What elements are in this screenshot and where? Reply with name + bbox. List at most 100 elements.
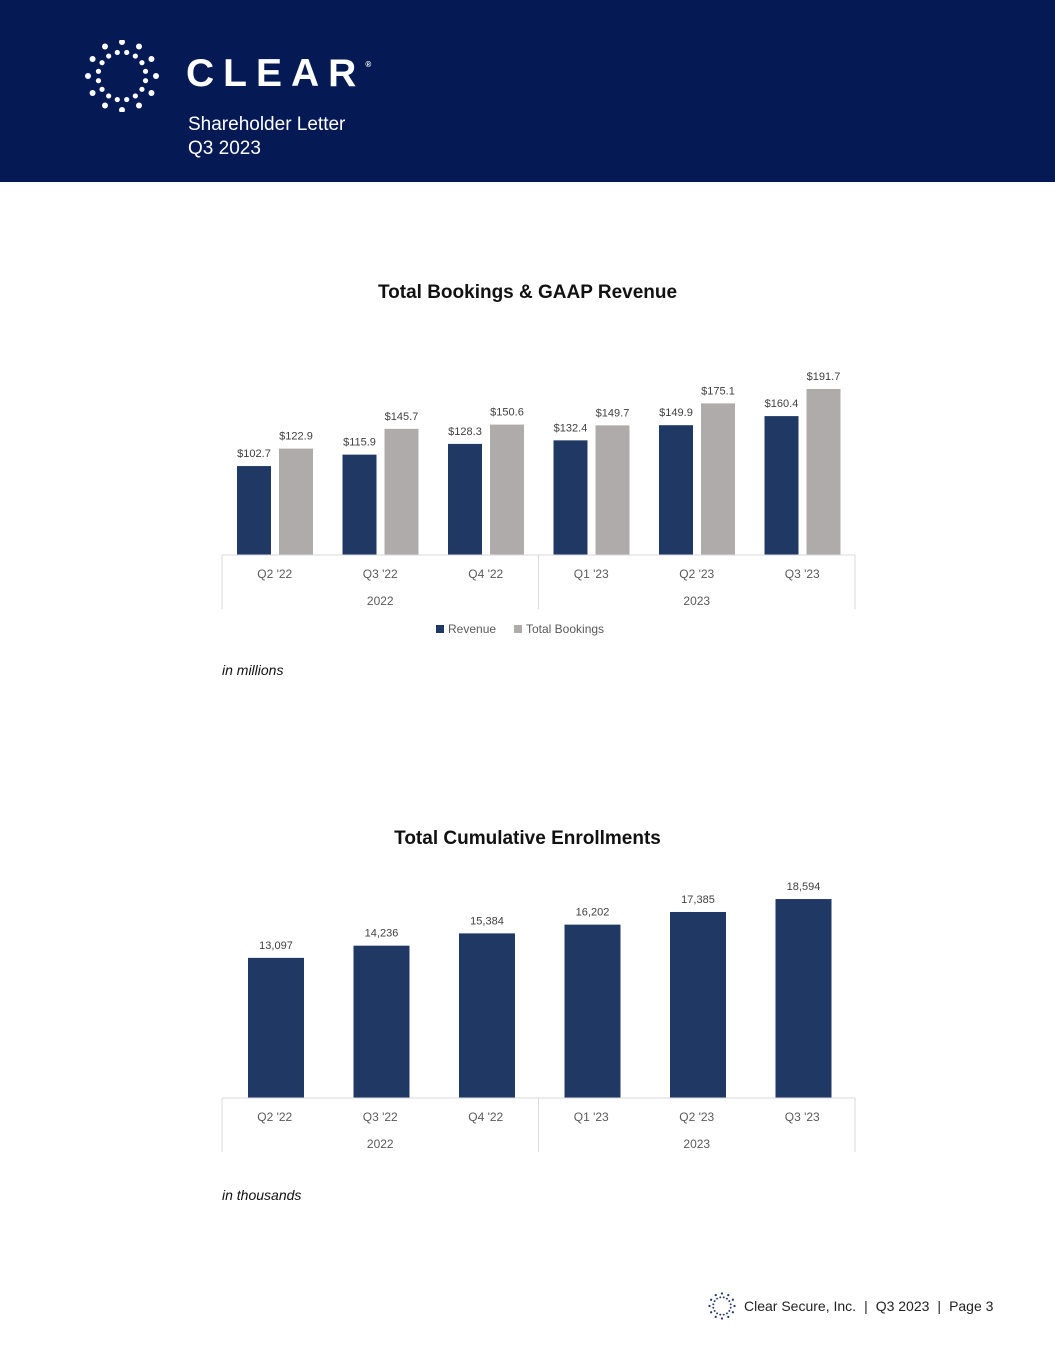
- bar-total-bookings: [595, 425, 630, 555]
- clear-logo-icon: [85, 40, 159, 112]
- data-label: $191.7: [807, 371, 841, 383]
- bar-revenue: [659, 425, 693, 555]
- bar-revenue: [237, 466, 271, 555]
- logo-dot: [124, 96, 130, 103]
- logo-dot: [712, 1303, 715, 1306]
- data-label: $175.1: [701, 385, 735, 397]
- bar-revenue: [553, 440, 588, 555]
- data-label: 16,202: [576, 907, 610, 919]
- logo-dot: [153, 73, 159, 79]
- logo-dot: [148, 90, 155, 96]
- logo-dot: [89, 90, 96, 96]
- logo-dot: [725, 1312, 728, 1315]
- bar-enrollments: [353, 945, 410, 1098]
- logo-dot: [99, 86, 105, 92]
- logo-dot: [725, 1297, 728, 1300]
- registered-mark: ®: [365, 60, 372, 69]
- logo-dot: [106, 53, 112, 59]
- category-tick-label: Q3 '22: [363, 1110, 398, 1124]
- data-label: $145.7: [385, 411, 419, 423]
- logo-dot: [136, 102, 142, 109]
- logo-dot: [713, 1309, 716, 1312]
- data-label: $149.9: [659, 407, 693, 419]
- logo-dot: [728, 1300, 731, 1303]
- category-tick-label: Q3 '23: [785, 1110, 820, 1124]
- category-tick-label: Q2 '22: [257, 567, 292, 581]
- bar-total-bookings: [490, 424, 524, 555]
- legend-label: Total Bookings: [526, 622, 604, 636]
- bar-revenue: [342, 454, 377, 555]
- year-group-label: 2023: [683, 594, 710, 608]
- logo-dot: [142, 78, 149, 84]
- logo-dot: [708, 1304, 711, 1308]
- enrollments-chart: 13,097 14,236 15,384 16,202 17,385 18,594 Q2 '…: [221, 881, 856, 1152]
- year-group-label: 2022: [367, 594, 394, 608]
- logo-dot: [124, 49, 130, 56]
- logo-dot: [136, 43, 142, 50]
- logo-dot: [710, 1298, 713, 1301]
- bookings-revenue-chart: $102.7 $115.9 $128.3 $132.4 $149.9 $160.4 $122…: [221, 371, 856, 636]
- data-label: $115.9: [343, 437, 376, 449]
- bar-revenue: [448, 443, 482, 555]
- logo-dot: [114, 96, 120, 103]
- logo-dot: [729, 1306, 732, 1309]
- logo-dot: [716, 1312, 719, 1315]
- logo-dot: [719, 1296, 722, 1299]
- data-label: 15,384: [470, 915, 504, 927]
- logo-dot: [731, 1298, 734, 1301]
- category-tick-label: Q4 '22: [468, 567, 503, 581]
- logo-dot: [142, 68, 149, 74]
- data-label: $150.6: [490, 407, 524, 419]
- logo-wordmark: CLEAR®: [186, 52, 371, 96]
- category-tick-label: Q1 '23: [574, 567, 609, 581]
- data-label: 17,385: [681, 894, 715, 906]
- category-tick-label: Q3 '23: [785, 567, 820, 581]
- clear-logo-small-icon: [708, 1292, 736, 1320]
- bar-total-bookings: [806, 389, 841, 555]
- data-label: $122.9: [279, 431, 313, 443]
- page-footer: Clear Secure, Inc. | Q3 2023 | Page 3: [708, 1292, 993, 1320]
- footer-period: Q3 2023: [875, 1298, 930, 1314]
- logo-dot: [722, 1313, 725, 1316]
- footer-separator: |: [864, 1298, 868, 1314]
- logo-dot: [714, 1315, 717, 1318]
- legend-swatch: [514, 625, 522, 633]
- category-tick-label: Q2 '23: [679, 567, 714, 581]
- legend-swatch: [436, 625, 444, 633]
- bar-enrollments: [248, 957, 304, 1098]
- chart-note-millions: in millions: [222, 662, 284, 678]
- chart-title-enrollments: Total Cumulative Enrollments: [394, 828, 661, 849]
- logo-dot: [733, 1304, 736, 1308]
- year-group-label: 2023: [683, 1137, 710, 1151]
- year-group-label: 2022: [367, 1137, 394, 1151]
- header-banner: CLEAR® Shareholder Letter Q3 2023: [0, 0, 1055, 182]
- bar-enrollments: [775, 899, 832, 1098]
- bar-total-bookings: [701, 403, 735, 555]
- legend-label: Revenue: [448, 622, 496, 636]
- logo-dot: [139, 60, 145, 66]
- chart-title-bookings-revenue: Total Bookings & GAAP Revenue: [377, 282, 678, 303]
- logo-dot: [106, 93, 112, 99]
- logo-dot: [710, 1311, 713, 1314]
- logo-dot: [716, 1297, 719, 1300]
- data-label: $102.7: [237, 448, 271, 460]
- data-label: 13,097: [259, 940, 293, 952]
- logo-dot: [727, 1315, 730, 1318]
- bar-enrollments: [670, 911, 726, 1098]
- bar-enrollments: [564, 924, 621, 1098]
- logo-dot: [119, 40, 125, 45]
- data-label: 18,594: [787, 881, 821, 893]
- logo-text: CLEAR: [186, 52, 366, 95]
- data-label: $128.3: [448, 426, 482, 438]
- data-label: $132.4: [554, 422, 588, 434]
- chart-note-thousands: in thousands: [222, 1187, 302, 1203]
- logo-dot: [728, 1309, 731, 1312]
- logo-dot: [712, 1306, 715, 1309]
- document-period: Q3 2023: [188, 138, 261, 159]
- logo-dot: [714, 1294, 717, 1297]
- bar-revenue: [764, 416, 799, 555]
- logo-dot: [119, 107, 125, 112]
- logo-dot: [99, 60, 105, 66]
- bar-total-bookings: [279, 448, 313, 555]
- footer-separator: |: [937, 1298, 942, 1314]
